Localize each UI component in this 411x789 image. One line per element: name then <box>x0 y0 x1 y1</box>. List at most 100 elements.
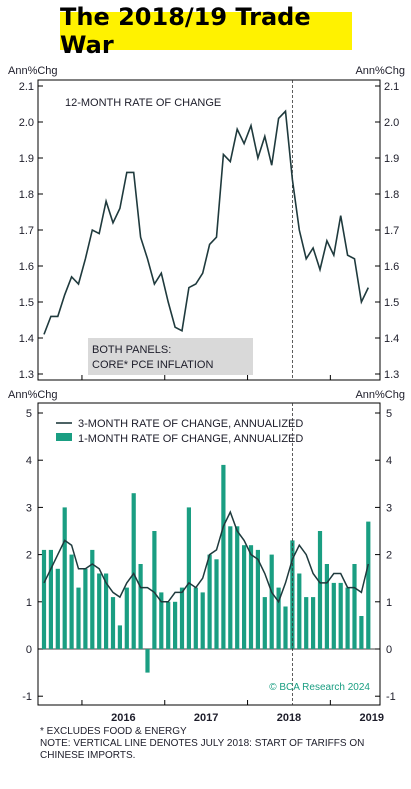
bottom-3-month-line <box>43 510 370 604</box>
bar-1-month <box>200 592 205 649</box>
bar-1-month <box>48 549 53 649</box>
bar-1-month <box>366 521 371 649</box>
bar-1-month <box>228 526 233 649</box>
bar-1-month <box>76 587 81 649</box>
footnote-excludes: * EXCLUDES FOOD & ENERGY <box>40 726 187 737</box>
x-tick-label: 2016 <box>111 712 135 724</box>
bar-1-month <box>69 554 74 649</box>
top-left-tick-label: 1.3 <box>19 369 34 381</box>
bar-1-month <box>297 573 302 649</box>
bottom-right-tick-label: 4 <box>386 455 392 467</box>
legend-line-label: 3-MONTH RATE OF CHANGE, ANNUALIZED <box>78 418 303 430</box>
bottom-right-tick-label: 1 <box>386 597 392 609</box>
top-right-tick-label: 1.4 <box>384 333 399 345</box>
bar-1-month <box>207 554 212 649</box>
bottom-right-tick-label: 2 <box>386 550 392 562</box>
bar-1-month <box>242 545 247 649</box>
bottom-right-axis-unit: Ann%Chg <box>355 389 405 401</box>
bar-1-month <box>352 564 357 649</box>
bar-1-month <box>331 582 336 649</box>
bar-1-month <box>152 531 157 649</box>
bar-1-month <box>269 554 274 649</box>
bottom-left-axis-unit: Ann%Chg <box>8 389 58 401</box>
bar-1-month <box>97 573 102 649</box>
x-tick-label: 2018 <box>277 712 301 724</box>
bottom-left-tick-label: 5 <box>26 408 32 420</box>
bar-1-month <box>159 592 164 649</box>
top-right-tick-label: 2.1 <box>384 81 399 93</box>
bar-1-month <box>110 597 116 649</box>
bar-1-month <box>255 549 260 649</box>
top-left-tick-label: 1.8 <box>19 189 34 201</box>
top-right-tick-label: 2.0 <box>384 117 399 129</box>
bar-1-month <box>359 616 364 649</box>
bar-1-month <box>324 564 329 649</box>
top-right-tick-label: 1.7 <box>384 225 399 237</box>
bar-1-month <box>276 587 281 649</box>
top-12-month-line <box>43 109 370 335</box>
bar-1-month <box>166 601 171 649</box>
bar-1-month <box>317 531 323 649</box>
bottom-left-tick-label: 0 <box>26 644 32 656</box>
bar-1-month <box>131 493 136 649</box>
footnote-note-cont: CHINESE IMPORTS. <box>40 750 136 761</box>
bar-1-month <box>186 507 191 649</box>
top-right-tick-label: 1.6 <box>384 261 399 273</box>
chart-title-banner: The 2018/19 Trade War <box>60 3 352 59</box>
bar-1-month <box>55 568 60 649</box>
bar-1-month <box>345 587 350 649</box>
bar-1-month <box>173 601 178 649</box>
top-left-tick-label: 1.5 <box>19 297 34 309</box>
x-tick-label: 2019 <box>360 712 384 724</box>
bar-1-month <box>221 464 226 649</box>
chart-title: The 2018/19 Trade War <box>60 3 311 59</box>
x-tick-label: 2017 <box>194 712 218 724</box>
bar-1-month <box>90 549 95 649</box>
watermark-text: © BCA Research 2024 <box>269 682 370 693</box>
bar-1-month <box>283 606 288 649</box>
top-left-axis-unit: Ann%Chg <box>8 65 58 77</box>
top-left-tick-label: 1.7 <box>19 225 34 237</box>
bar-1-month <box>145 649 150 673</box>
top-right-tick-label: 1.8 <box>384 189 399 201</box>
bar-1-month <box>235 526 240 649</box>
bottom-left-tick-label: 1 <box>26 597 32 609</box>
bottom-left-tick-label: 2 <box>26 550 32 562</box>
panel-label-line-1: BOTH PANELS: <box>92 344 171 356</box>
legend-bar-label: 1-MONTH RATE OF CHANGE, ANNUALIZED <box>78 433 303 445</box>
bottom-left-tick-label: 4 <box>26 455 32 467</box>
top-right-tick-label: 1.9 <box>384 153 399 165</box>
bar-1-month <box>179 587 185 649</box>
bar-1-month <box>124 587 129 649</box>
bar-1-month <box>104 573 109 649</box>
top-left-tick-label: 2.0 <box>19 117 34 129</box>
bar-1-month <box>338 582 343 649</box>
bottom-right-tick-label: 3 <box>386 502 392 514</box>
footnote-note: NOTE: VERTICAL LINE DENOTES JULY 2018: S… <box>40 738 365 749</box>
top-annotation: 12-MONTH RATE OF CHANGE <box>65 97 221 109</box>
bar-1-month <box>311 597 316 649</box>
bar-1-month <box>117 625 122 649</box>
bar-1-month <box>62 507 67 649</box>
bar-1-month <box>83 568 88 649</box>
bar-1-month <box>304 597 309 649</box>
top-left-tick-label: 2.1 <box>19 81 34 93</box>
top-left-tick-label: 1.6 <box>19 261 34 273</box>
bottom-panel-frame <box>37 402 381 706</box>
legend-bar-swatch <box>56 433 72 441</box>
bar-1-month <box>193 587 198 649</box>
panel-label-box <box>88 338 253 375</box>
bottom-left-tick-label: -1 <box>22 691 32 703</box>
panel-label-line-2: CORE* PCE INFLATION <box>92 359 213 371</box>
bar-1-month <box>138 564 143 649</box>
top-right-tick-label: 1.3 <box>384 369 399 381</box>
top-right-axis-unit: Ann%Chg <box>355 65 405 77</box>
bottom-left-tick-label: 3 <box>26 502 32 514</box>
bottom-right-tick-label: 5 <box>386 408 392 420</box>
bar-1-month <box>214 559 219 649</box>
bottom-right-tick-label: 0 <box>386 644 392 656</box>
bar-1-month <box>248 545 254 649</box>
bar-1-month <box>262 597 267 649</box>
top-left-tick-label: 1.4 <box>19 333 34 345</box>
